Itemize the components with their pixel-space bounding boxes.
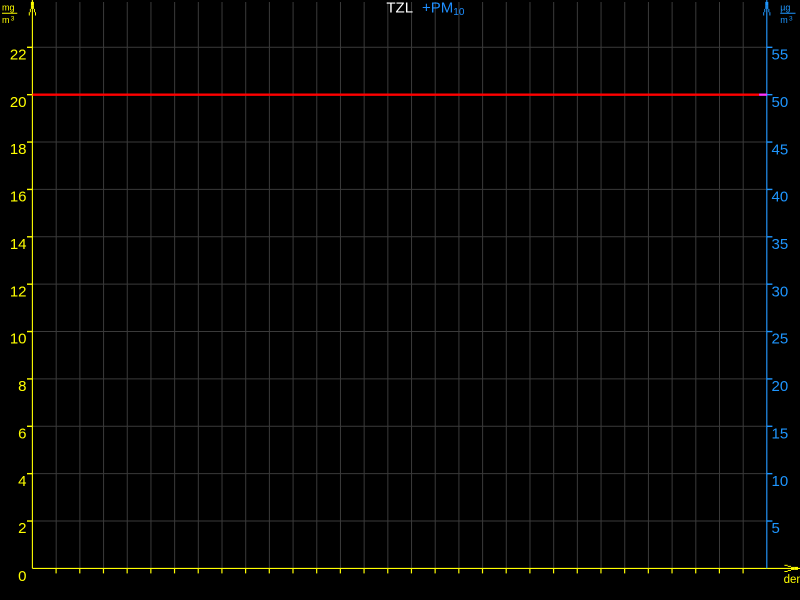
svg-text:40: 40 [772, 189, 789, 206]
svg-text:20: 20 [772, 378, 789, 395]
svg-text:25: 25 [772, 331, 789, 348]
svg-text:15: 15 [772, 426, 789, 443]
svg-text:22: 22 [10, 47, 27, 64]
svg-text:30: 30 [772, 283, 789, 300]
svg-text:6: 6 [18, 425, 26, 442]
svg-text:45: 45 [772, 141, 789, 158]
svg-text:55: 55 [772, 47, 789, 64]
svg-text:10: 10 [772, 473, 789, 490]
svg-text:8: 8 [18, 378, 26, 395]
svg-text:mg: mg [2, 3, 15, 13]
svg-text:TZL: TZL [386, 0, 413, 17]
svg-text:20: 20 [10, 94, 27, 111]
svg-text:3: 3 [789, 16, 793, 23]
svg-text:4: 4 [18, 473, 26, 490]
svg-text:m: m [2, 15, 10, 25]
svg-text:10: 10 [10, 331, 27, 348]
svg-text:14: 14 [10, 236, 27, 253]
svg-text:0: 0 [18, 568, 26, 585]
svg-text:µg: µg [780, 3, 790, 13]
svg-text:50: 50 [772, 94, 789, 111]
svg-text:3: 3 [11, 16, 15, 23]
svg-text:2: 2 [18, 520, 26, 537]
svg-text:35: 35 [772, 236, 789, 253]
svg-text:den: den [784, 574, 800, 586]
svg-text:16: 16 [10, 189, 27, 206]
svg-text:18: 18 [10, 141, 27, 158]
svg-text:5: 5 [772, 520, 780, 537]
svg-text:12: 12 [10, 283, 27, 300]
svg-text:m: m [780, 15, 788, 25]
